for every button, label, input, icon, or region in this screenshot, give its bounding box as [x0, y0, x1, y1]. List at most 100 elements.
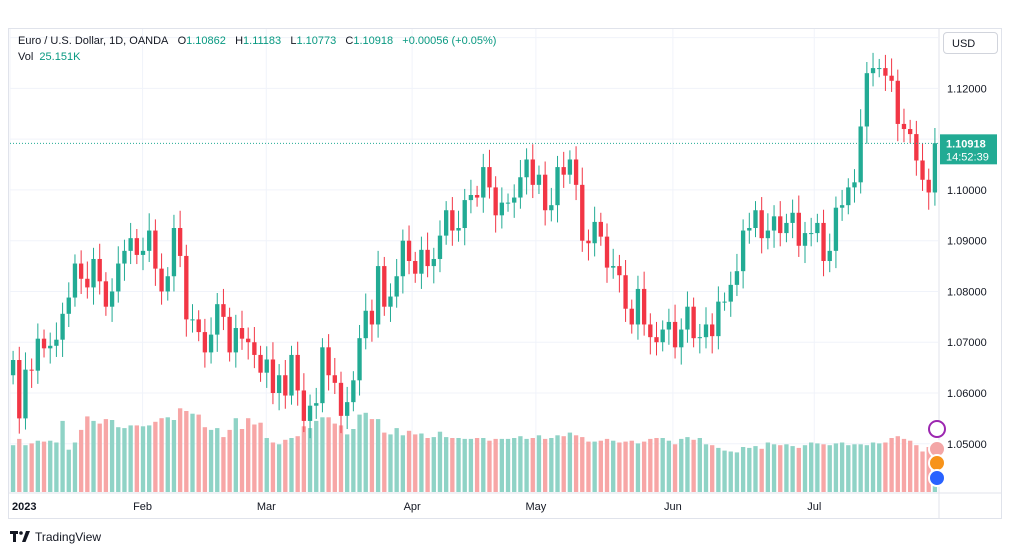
volume-bar: [48, 440, 53, 492]
candle-body: [413, 261, 418, 274]
candle-body: [17, 360, 22, 419]
candle-body: [351, 380, 356, 403]
open-label: O: [177, 35, 187, 47]
volume-bar: [351, 429, 356, 492]
volume-bar: [672, 444, 678, 492]
volume-bar: [462, 438, 467, 492]
volume-bar: [369, 419, 375, 492]
candle-body: [914, 134, 919, 161]
candle-body: [641, 288, 647, 325]
volume-bar: [375, 419, 381, 492]
volume-bar: [611, 440, 616, 492]
candle-body: [103, 281, 109, 307]
candle-body: [549, 205, 554, 211]
price-axis[interactable]: 1.130001.120001.110001.100001.090001.080…: [947, 33, 987, 451]
footer[interactable]: TradingView: [10, 528, 101, 546]
symbol-legend[interactable]: Euro / U.S. Dollar, 1D, OANDA O1.10862 H…: [18, 35, 496, 47]
volume-bar: [604, 438, 610, 492]
volume-bar: [641, 441, 647, 492]
candle-body: [394, 276, 399, 297]
volume-bar: [208, 429, 214, 492]
candle-body: [580, 184, 585, 241]
candle-body: [753, 210, 758, 229]
volume-bar: [264, 438, 269, 492]
candle-body: [821, 222, 826, 262]
candle-body: [827, 250, 832, 262]
volume-bar: [103, 419, 109, 492]
candle-body: [233, 328, 238, 353]
candle-body: [443, 210, 449, 236]
candle-body: [153, 230, 158, 269]
volume-bar: [765, 442, 771, 492]
candle-body: [406, 240, 412, 262]
candle-body: [326, 347, 331, 376]
volume-bar: [716, 447, 721, 492]
volume-legend[interactable]: Vol 25.151K: [18, 51, 80, 63]
candle-body: [685, 306, 690, 330]
volume-bar: [685, 437, 690, 492]
volume-bar: [493, 438, 498, 492]
time-tick-label: May: [525, 501, 546, 513]
lightning-icon[interactable]: [928, 420, 946, 438]
candle-body: [617, 266, 622, 276]
volume-bar: [233, 418, 238, 492]
volume-bar: [196, 414, 201, 492]
volume-bar: [202, 427, 208, 492]
volume-bar: [147, 425, 152, 492]
candle-body: [809, 233, 814, 235]
volume-bar: [283, 439, 288, 492]
price-tick-label: 1.07000: [947, 337, 987, 349]
candle-body: [23, 369, 28, 419]
volume-bar: [852, 444, 857, 492]
volume-bar: [648, 438, 653, 492]
candle-body: [542, 174, 548, 211]
candle-body: [147, 230, 152, 251]
candle-body: [425, 249, 430, 267]
candle-body: [97, 258, 102, 282]
volume-bar: [778, 445, 783, 492]
volume-bar: [926, 447, 931, 492]
volume-bar: [41, 441, 47, 492]
symbol-title[interactable]: Euro / U.S. Dollar, 1D, OANDA: [18, 35, 169, 47]
candle-body: [493, 187, 498, 216]
volume-bar: [134, 425, 139, 492]
time-axis[interactable]: 2023 Feb Mar Apr May Jun Jul: [12, 501, 821, 513]
candle-body: [716, 301, 721, 337]
volume-bar: [654, 438, 659, 492]
candle-body: [48, 345, 53, 349]
candle-body: [462, 200, 467, 229]
volume-bar: [215, 428, 220, 492]
volume-bar: [474, 438, 480, 492]
volume-bar: [450, 438, 455, 492]
candle-body: [400, 240, 406, 277]
candle-body: [357, 338, 362, 381]
candle-body: [487, 167, 492, 188]
candle-body: [740, 230, 746, 272]
volume-bar: [796, 447, 801, 492]
volume-bar: [456, 438, 461, 492]
candle-body: [778, 216, 783, 234]
candle-body: [375, 266, 381, 325]
volume-bar: [598, 440, 603, 492]
volume-bar: [846, 445, 851, 492]
candle-body: [184, 255, 189, 320]
volume-bar: [140, 426, 146, 492]
candle-body: [604, 236, 610, 268]
volume-bar: [406, 430, 412, 492]
volume-bar: [530, 438, 535, 492]
candle-body: [802, 233, 808, 246]
volume-bar: [809, 442, 814, 492]
currency-button[interactable]: USD: [943, 32, 998, 54]
volume-bar: [190, 413, 195, 492]
earnings-icon[interactable]: [928, 469, 946, 487]
candle-body: [573, 159, 579, 185]
volume-bar: [883, 442, 888, 492]
candle-body: [654, 337, 659, 343]
candle-body: [734, 271, 740, 285]
volume-bar: [561, 436, 566, 492]
price-tick-label: 1.06000: [947, 388, 987, 400]
candle-body: [561, 167, 566, 175]
volume-bar: [177, 408, 183, 492]
volume-bar: [914, 445, 919, 492]
